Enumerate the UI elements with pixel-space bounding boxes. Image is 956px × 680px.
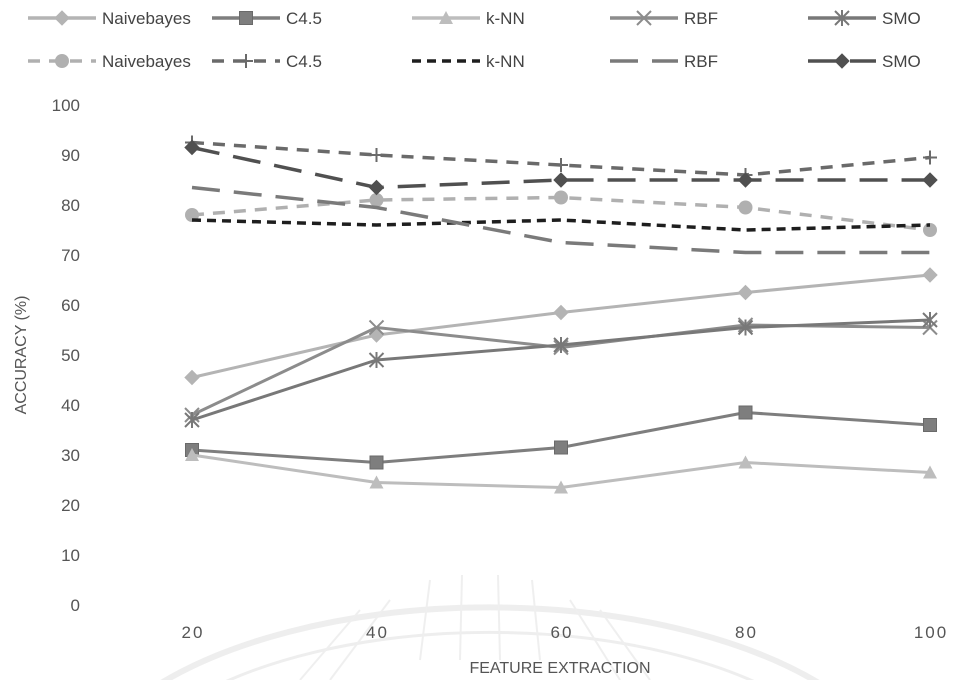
- data-point: [553, 172, 569, 188]
- legend-marker: [834, 10, 850, 26]
- y-tick-label: 100: [52, 96, 80, 115]
- series-1: [184, 267, 938, 386]
- y-tick-label: 80: [61, 196, 80, 215]
- data-point: [184, 412, 200, 428]
- data-point: [738, 455, 753, 469]
- legend-marker: [55, 54, 69, 68]
- x-tick-label: 40: [366, 623, 389, 642]
- data-point: [923, 150, 937, 165]
- legend-label: Naivebayes: [102, 9, 191, 28]
- legend-entry: RBF: [610, 9, 718, 28]
- x-tick-label: 20: [182, 623, 205, 642]
- data-point: [554, 480, 568, 494]
- series-2: [185, 405, 937, 470]
- data-point: [922, 312, 938, 328]
- series-line: [191, 318, 931, 422]
- data-point: [922, 267, 938, 283]
- legend-label: SMO: [882, 9, 921, 28]
- y-tick-label: 40: [61, 396, 80, 415]
- legend-entry: k-NN: [412, 52, 525, 71]
- legend-entry: C4.5: [212, 52, 322, 71]
- data-point: [184, 369, 200, 386]
- series-10: [184, 139, 938, 196]
- legend-entry: Naivebayes: [28, 52, 191, 71]
- data-point: [923, 418, 937, 432]
- y-tick-label: 70: [61, 246, 80, 265]
- y-tick-label: 20: [61, 496, 80, 515]
- x-tick-label: 80: [735, 623, 758, 642]
- data-point: [737, 284, 754, 301]
- legend-label: k-NN: [486, 9, 525, 28]
- legend-entry: RBF: [610, 52, 718, 71]
- data-point: [554, 440, 568, 455]
- legend: Naivebayes C4.5 k-NN RBF SMO Naivebayes C4.5 k-…: [28, 9, 921, 71]
- y-tick-label: 30: [61, 446, 80, 465]
- watermark-seal: [160, 574, 820, 680]
- series-5: [184, 312, 938, 428]
- legend-marker: [439, 11, 453, 24]
- legend-label: C4.5: [286, 9, 322, 28]
- data-point: [737, 172, 754, 188]
- x-axis-title: FEATURE EXTRACTION: [469, 660, 650, 677]
- series-line: [191, 140, 931, 177]
- legend-entry: Naivebayes: [28, 9, 191, 28]
- legend-label: RBF: [684, 52, 718, 71]
- data-point: [368, 319, 385, 336]
- x-tick-label: 60: [551, 623, 574, 642]
- legend-label: SMO: [882, 52, 921, 71]
- data-point: [369, 475, 384, 489]
- legend-entry: SMO: [808, 9, 921, 28]
- legend-label: Naivebayes: [102, 52, 191, 71]
- legend-entry: SMO: [808, 52, 921, 71]
- y-tick-label: 10: [61, 546, 80, 565]
- legend-marker: [636, 10, 652, 26]
- data-point: [184, 139, 200, 156]
- data-point: [553, 337, 569, 353]
- y-tick-label: 0: [71, 596, 80, 615]
- data-point: [923, 223, 937, 237]
- data-point: [185, 448, 199, 461]
- legend-entry: C4.5: [212, 9, 322, 28]
- axes: 0 10 20 30 40 50 60 70 80 90 100 20 40 60 80 100: [52, 96, 948, 642]
- legend-entry: k-NN: [412, 9, 525, 28]
- data-point: [922, 172, 938, 188]
- x-tick-label: 100: [914, 623, 948, 642]
- series-layer: [184, 135, 938, 494]
- data-point: [738, 405, 753, 420]
- series-line: [191, 195, 931, 232]
- y-tick-label: 50: [61, 346, 80, 365]
- data-point: [368, 179, 385, 196]
- legend-marker: [239, 54, 253, 68]
- legend-label: C4.5: [286, 52, 322, 71]
- legend-marker: [834, 53, 850, 69]
- data-point: [554, 158, 568, 172]
- data-point: [923, 465, 937, 479]
- data-point: [553, 304, 569, 321]
- data-point: [369, 148, 384, 162]
- legend-marker: [54, 10, 70, 26]
- series-4: [184, 317, 938, 423]
- legend-label: k-NN: [486, 52, 525, 71]
- y-axis-title: ACCURACY (%): [13, 296, 30, 415]
- y-tick-label: 90: [61, 146, 80, 165]
- data-point: [738, 200, 753, 215]
- data-point: [369, 455, 384, 470]
- data-point: [737, 319, 754, 336]
- series-8: [191, 218, 931, 232]
- series-line: [191, 411, 931, 464]
- legend-label: RBF: [684, 9, 718, 28]
- y-tick-label: 60: [61, 296, 80, 315]
- legend-marker: [239, 11, 253, 25]
- series-3: [185, 448, 937, 494]
- data-point: [369, 193, 384, 207]
- series-line: [191, 218, 931, 232]
- data-point: [554, 190, 568, 205]
- data-point: [368, 352, 385, 368]
